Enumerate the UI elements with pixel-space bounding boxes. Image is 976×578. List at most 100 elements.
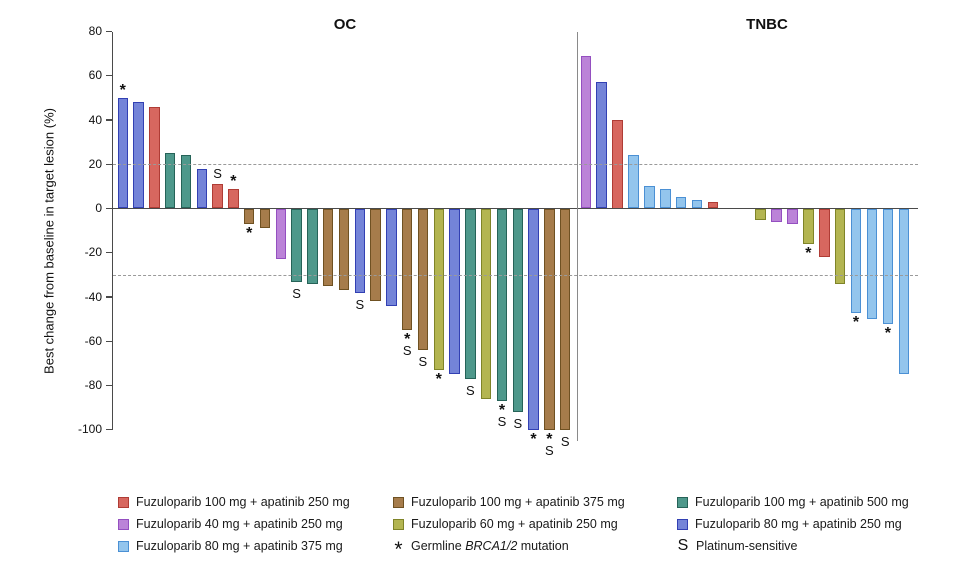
bar <box>386 208 397 306</box>
brca-mutation-mark: * S <box>402 331 412 359</box>
y-tick-label: 20 <box>88 156 102 171</box>
y-tick-label: 60 <box>88 68 102 83</box>
y-tick-label: 0 <box>95 201 102 215</box>
bar <box>465 208 476 379</box>
legend-label: Fuzuloparib 80 mg + apatinib 375 mg <box>136 539 343 553</box>
legend-label: Fuzuloparib 100 mg + apatinib 250 mg <box>136 495 350 509</box>
bar <box>544 208 555 430</box>
legend-swatch <box>677 496 688 508</box>
bar <box>512 208 523 412</box>
brca-mutation-mark: * <box>119 81 126 99</box>
legend-swatch <box>118 496 129 508</box>
y-tick <box>106 384 112 387</box>
legend-swatch <box>118 540 129 552</box>
legend-item-r80a250: Fuzuloparib 80 mg + apatinib 250 mg <box>677 516 902 532</box>
bar <box>449 208 460 375</box>
legend-swatch <box>393 496 404 508</box>
y-tick-label: -60 <box>84 333 102 348</box>
bar <box>559 208 571 430</box>
reference-line-20 <box>113 164 918 166</box>
y-tick <box>106 429 112 431</box>
legend-label: Platinum-sensitive <box>696 539 798 553</box>
y-tick <box>106 340 112 342</box>
bar <box>307 208 318 284</box>
brca-mutation-mark: * <box>852 313 860 331</box>
platinum-sensitive-mark: S <box>213 166 222 182</box>
y-axis-label: Best change from baseline in target lesi… <box>41 108 57 374</box>
y-tick <box>106 296 112 298</box>
panel-title-tnbc: TNBC <box>746 16 788 33</box>
y-tick-label: 80 <box>88 24 102 38</box>
bar <box>787 208 798 224</box>
y-tick-label: -80 <box>84 378 102 392</box>
legend-item-r80a375: Fuzuloparib 80 mg + apatinib 375 mg <box>118 538 343 554</box>
legend-label: Fuzuloparib 40 mg + apatinib 250 mg <box>136 517 343 531</box>
legend-item-r100a375: Fuzuloparib 100 mg + apatinib 375 mg <box>393 494 625 510</box>
brca-mutation-mark: * S <box>497 402 507 429</box>
bar <box>275 208 286 260</box>
legend-item-r100a250: Fuzuloparib 100 mg + apatinib 250 mg <box>118 494 350 510</box>
y-tick <box>106 163 112 165</box>
bar <box>803 208 814 244</box>
platinum-sensitive-mark: S <box>418 354 428 370</box>
brca-mutation-mark: * <box>884 324 892 342</box>
bar <box>528 208 539 430</box>
bar <box>660 188 671 209</box>
brca-mutation-mark: * <box>230 172 237 190</box>
legend-label: Fuzuloparib 60 mg + apatinib 250 mg <box>411 517 618 531</box>
s-symbol: S <box>677 537 689 554</box>
legend-swatch <box>393 518 404 530</box>
bar <box>496 208 508 401</box>
y-tick <box>106 119 112 121</box>
bar <box>354 208 365 293</box>
y-tick <box>106 30 112 33</box>
platinum-sensitive-mark: S <box>513 416 523 431</box>
bar <box>755 208 766 220</box>
legend-item-marker-brca: * Germline BRCA1/2 mutation <box>393 538 569 560</box>
bar <box>212 184 223 209</box>
y-tick-label: -100 <box>77 422 102 437</box>
bar <box>834 208 846 284</box>
legend-swatch <box>118 518 129 530</box>
legend-swatch <box>677 518 688 530</box>
brca-mutation-mark: * <box>246 225 253 242</box>
brca-mutation-mark: * <box>435 371 442 388</box>
brca-mutation-mark: * <box>530 430 537 448</box>
bar <box>644 186 655 209</box>
legend-label: Fuzuloparib 100 mg + apatinib 500 mg <box>695 495 909 509</box>
reference-line--30 <box>113 274 918 276</box>
bar <box>401 208 413 331</box>
legend-item-r100a500: Fuzuloparib 100 mg + apatinib 500 mg <box>677 494 909 510</box>
y-axis <box>111 31 113 430</box>
bar <box>580 55 591 209</box>
brca-mutation-mark: * S <box>545 430 554 458</box>
bar <box>417 208 429 351</box>
y-tick <box>106 75 112 77</box>
bar <box>433 208 444 370</box>
bar <box>596 82 607 209</box>
bar <box>228 188 239 209</box>
bar <box>164 153 176 209</box>
panel-separator <box>577 31 579 441</box>
bar <box>291 208 302 282</box>
bar <box>898 208 909 375</box>
bar <box>370 208 381 302</box>
bar <box>133 102 144 209</box>
bar <box>243 208 255 224</box>
bar <box>480 208 492 399</box>
y-tick <box>106 252 112 254</box>
bar <box>149 106 160 209</box>
y-tick-label: -20 <box>84 245 102 260</box>
legend-label: Fuzuloparib 80 mg + apatinib 250 mg <box>695 517 902 531</box>
bar <box>882 208 894 324</box>
bar <box>850 208 862 313</box>
legend-label: Fuzuloparib 100 mg + apatinib 375 mg <box>411 495 625 509</box>
y-tick <box>106 207 112 210</box>
platinum-sensitive-mark: S <box>292 285 301 301</box>
platinum-sensitive-mark: S <box>466 382 475 398</box>
brca-mutation-mark: * <box>805 244 812 262</box>
platinum-sensitive-mark: S <box>560 433 570 449</box>
legend-label: Germline BRCA1/2 mutation <box>411 539 569 553</box>
y-tick-label: 40 <box>88 112 102 127</box>
